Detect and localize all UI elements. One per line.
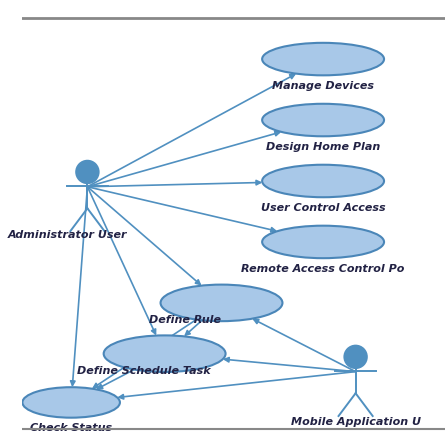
Circle shape bbox=[344, 345, 367, 368]
Text: Administrator User: Administrator User bbox=[8, 230, 127, 240]
Ellipse shape bbox=[104, 336, 226, 372]
Circle shape bbox=[76, 161, 99, 183]
Text: Define Schedule Task: Define Schedule Task bbox=[77, 366, 211, 376]
Text: Design Home Plan: Design Home Plan bbox=[266, 142, 380, 152]
Ellipse shape bbox=[262, 43, 384, 75]
Text: Check Status: Check Status bbox=[30, 423, 112, 433]
Text: Mobile Application U: Mobile Application U bbox=[291, 417, 421, 427]
Ellipse shape bbox=[262, 226, 384, 258]
Text: Remote Access Control Po: Remote Access Control Po bbox=[241, 264, 405, 274]
Ellipse shape bbox=[262, 165, 384, 197]
Text: User Control Access: User Control Access bbox=[261, 203, 385, 213]
Ellipse shape bbox=[262, 104, 384, 136]
Ellipse shape bbox=[161, 285, 283, 321]
Text: Manage Devices: Manage Devices bbox=[272, 81, 374, 91]
Text: Define Rule: Define Rule bbox=[149, 315, 221, 325]
Ellipse shape bbox=[22, 387, 120, 418]
